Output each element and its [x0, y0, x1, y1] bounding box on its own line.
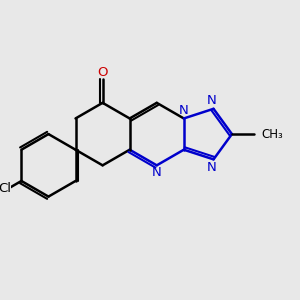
Text: N: N [207, 94, 217, 107]
Text: O: O [98, 66, 108, 79]
Text: N: N [207, 161, 217, 174]
Text: Cl: Cl [0, 182, 11, 195]
Text: N: N [152, 166, 162, 179]
Text: N: N [179, 104, 189, 117]
Text: CH₃: CH₃ [262, 128, 284, 141]
